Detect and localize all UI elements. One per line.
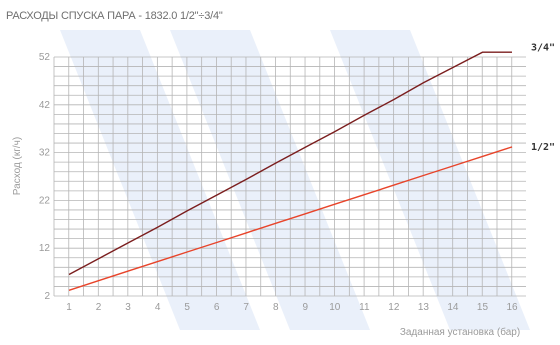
background-watermark: [60, 30, 530, 330]
y-tick-label: 32: [39, 148, 51, 159]
chart-title: РАСХОДЫ СПУСКА ПАРА - 1832.0 1/2"÷3/4": [6, 10, 223, 22]
y-tick-label: 52: [39, 52, 51, 63]
series-label: 1/2": [531, 142, 555, 153]
x-tick-label: 6: [214, 302, 220, 313]
y-tick-label: 42: [39, 100, 51, 111]
x-tick-label: 2: [96, 302, 102, 313]
y-tick-label: 22: [39, 195, 51, 206]
y-axis-ticks: 2 12 22 32 42 52: [39, 52, 51, 302]
x-tick-label: 7: [243, 302, 249, 313]
x-tick-label: 13: [418, 302, 430, 313]
series-lines: 3/4" 1/2": [68, 42, 555, 291]
x-tick-label: 5: [184, 302, 190, 313]
grid: [53, 56, 526, 297]
x-tick-label: 15: [477, 302, 489, 313]
x-tick-label: 3: [125, 302, 131, 313]
y-tick-label: 2: [44, 291, 50, 302]
x-tick-label: 12: [388, 302, 400, 313]
y-tick-label: 12: [39, 243, 51, 254]
x-tick-label: 10: [329, 302, 341, 313]
x-tick-label: 1: [66, 302, 72, 313]
x-axis-ticks: 1 2 3 4 5 6 7 8 9 10 11 12 13 14 15 16: [66, 302, 518, 313]
x-tick-label: 4: [155, 302, 161, 313]
x-tick-label: 9: [302, 302, 308, 313]
x-tick-label: 11: [359, 302, 370, 313]
y-axis-label: Расход (кг/ч): [12, 137, 23, 195]
series-line: [68, 51, 512, 276]
x-tick-label: 14: [447, 302, 459, 313]
x-tick-label: 8: [273, 302, 279, 313]
x-tick-label: 16: [506, 302, 518, 313]
series-label: 3/4": [531, 42, 555, 53]
series-line: [68, 146, 513, 291]
x-axis-label: Заданная установка (бар): [400, 326, 520, 338]
